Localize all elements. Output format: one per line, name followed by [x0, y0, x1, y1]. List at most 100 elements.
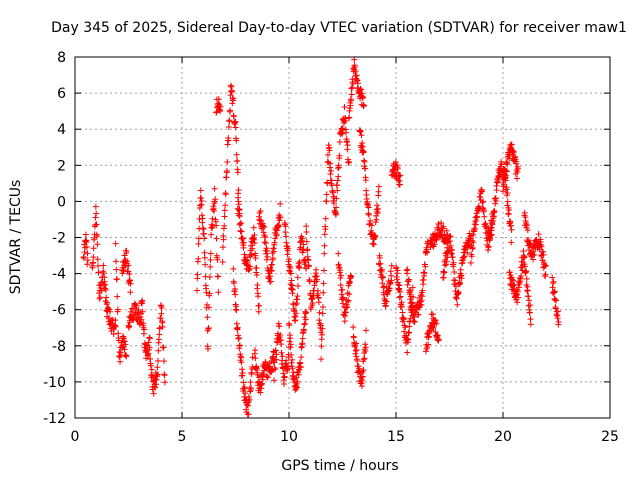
data-point: [333, 204, 340, 211]
data-point: [213, 109, 220, 116]
data-point: [242, 390, 249, 397]
data-point: [269, 255, 276, 262]
data-point: [396, 294, 403, 301]
data-point: [338, 291, 345, 298]
data-point: [249, 364, 256, 371]
data-point: [361, 355, 368, 362]
y-tick-label: 8: [57, 50, 66, 66]
data-point: [352, 68, 359, 75]
data-point: [112, 323, 119, 330]
data-point: [84, 261, 91, 268]
data-point: [223, 174, 230, 181]
data-point: [488, 224, 495, 231]
data-point: [104, 313, 111, 320]
data-point: [92, 214, 99, 221]
data-point: [255, 308, 262, 315]
data-point: [247, 379, 254, 386]
data-point: [269, 261, 276, 268]
data-point: [341, 103, 348, 110]
data-point: [286, 256, 293, 263]
data-point: [260, 371, 267, 378]
data-point: [299, 235, 306, 242]
data-point: [156, 331, 163, 338]
data-point: [80, 255, 87, 262]
data-point: [526, 309, 533, 316]
data-point: [454, 301, 461, 308]
data-point: [198, 195, 205, 202]
y-tick-label: 0: [57, 194, 66, 210]
data-point: [112, 317, 119, 324]
data-point: [253, 264, 260, 271]
data-point: [360, 102, 367, 109]
data-point: [514, 175, 521, 182]
data-point: [257, 389, 264, 396]
data-point: [146, 335, 153, 342]
data-point: [294, 274, 301, 281]
data-point: [127, 280, 134, 287]
data-point: [334, 177, 341, 184]
data-point: [276, 323, 283, 330]
data-point: [232, 118, 239, 125]
data-point: [226, 118, 233, 125]
data-point: [458, 275, 465, 282]
data-point: [380, 284, 387, 291]
data-point: [196, 215, 203, 222]
y-tick-label: -6: [52, 303, 66, 319]
data-point: [215, 289, 222, 296]
data-point: [94, 256, 101, 263]
data-point: [530, 248, 537, 255]
data-point: [83, 238, 90, 245]
data-point: [159, 323, 166, 330]
data-point: [502, 172, 509, 179]
data-point: [334, 187, 341, 194]
y-tick-label: 4: [57, 122, 66, 138]
data-point: [523, 268, 530, 275]
data-point: [425, 333, 432, 340]
data-point: [329, 189, 336, 196]
data-point: [369, 240, 376, 247]
x-axis-label: GPS time / hours: [281, 458, 398, 474]
data-point: [125, 262, 132, 269]
data-point: [479, 188, 486, 195]
data-point: [333, 195, 340, 202]
data-point: [300, 327, 307, 334]
data-point: [209, 215, 216, 222]
data-point: [268, 267, 275, 274]
data-point: [383, 298, 390, 305]
data-point: [154, 371, 161, 378]
data-point: [319, 304, 326, 311]
data-point: [304, 246, 311, 253]
data-point: [212, 196, 219, 203]
data-point: [126, 323, 133, 330]
data-point: [156, 324, 163, 331]
data-point: [372, 234, 379, 241]
data-point: [320, 267, 327, 274]
data-point: [469, 244, 476, 251]
data-point: [206, 290, 213, 297]
data-point: [337, 267, 344, 274]
data-point: [126, 271, 133, 278]
data-point: [514, 169, 521, 176]
data-point: [251, 239, 258, 246]
data-point: [359, 377, 366, 384]
data-point: [388, 277, 395, 284]
data-point: [314, 287, 321, 294]
data-point: [84, 257, 91, 264]
data-point: [241, 384, 248, 391]
data-point: [482, 220, 489, 227]
data-point: [285, 245, 292, 252]
data-point: [456, 280, 463, 287]
data-point: [527, 316, 534, 323]
data-point: [500, 181, 507, 188]
data-point: [339, 130, 346, 137]
data-point: [487, 232, 494, 239]
data-point: [407, 296, 414, 303]
data-point: [526, 246, 533, 253]
data-point: [524, 227, 531, 234]
data-point: [213, 222, 220, 229]
data-point: [358, 86, 365, 93]
data-point: [344, 142, 351, 149]
data-point: [263, 250, 270, 257]
data-point: [141, 326, 148, 333]
data-point: [348, 273, 355, 280]
